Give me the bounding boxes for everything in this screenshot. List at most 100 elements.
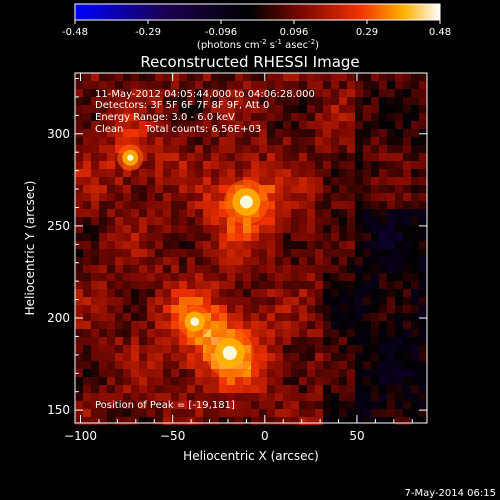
heatmap-cell — [155, 337, 163, 345]
heatmap-cell — [419, 417, 427, 425]
heatmap-cell — [307, 145, 315, 153]
heatmap-cell — [379, 377, 387, 385]
heatmap-cell — [91, 409, 99, 417]
heatmap-cell — [107, 129, 115, 137]
heatmap-cell — [147, 161, 155, 169]
heatmap-cell — [179, 137, 187, 145]
heatmap-cell — [355, 81, 363, 89]
heatmap-cell — [331, 217, 339, 225]
heatmap-cell — [243, 385, 251, 393]
heatmap-cell — [291, 89, 299, 97]
heatmap-cell — [195, 377, 203, 385]
heatmap-cell — [315, 105, 323, 113]
heatmap-cell — [251, 249, 259, 257]
heatmap-cell — [99, 225, 107, 233]
heatmap-cell — [347, 201, 355, 209]
heatmap-cell — [363, 337, 371, 345]
heatmap-cell — [115, 193, 123, 201]
heatmap-cell — [323, 201, 331, 209]
heatmap-cell — [107, 305, 115, 313]
heatmap-cell — [315, 137, 323, 145]
heatmap-cell — [147, 209, 155, 217]
heatmap-cell — [395, 137, 403, 145]
heatmap-cell — [267, 281, 275, 289]
heatmap-cell — [259, 217, 267, 225]
heatmap-cell — [411, 137, 419, 145]
heatmap-cell — [171, 409, 179, 417]
heatmap-cell — [371, 273, 379, 281]
heatmap-cell — [403, 129, 411, 137]
heatmap-cell — [363, 417, 371, 425]
heatmap-cell — [251, 281, 259, 289]
heatmap-cell — [115, 105, 123, 113]
heatmap-cell — [259, 409, 267, 417]
heatmap-cell — [219, 225, 227, 233]
heatmap-cell — [355, 417, 363, 425]
heatmap-cell — [179, 369, 187, 377]
heatmap-cell — [251, 401, 259, 409]
heatmap-cell — [155, 225, 163, 233]
heatmap-cell — [339, 417, 347, 425]
heatmap-cell — [323, 329, 331, 337]
heatmap-cell — [243, 369, 251, 377]
heatmap-cell — [251, 353, 259, 361]
heatmap-cell — [267, 313, 275, 321]
heatmap-cell — [179, 417, 187, 425]
heatmap-cell — [347, 289, 355, 297]
heatmap-cell — [419, 185, 427, 193]
heatmap-cell — [91, 321, 99, 329]
heatmap-cell — [195, 137, 203, 145]
heatmap-cell — [227, 417, 235, 425]
heatmap-cell — [195, 289, 203, 297]
heatmap-cell — [395, 265, 403, 273]
heatmap-cell — [331, 377, 339, 385]
heatmap-cell — [395, 257, 403, 265]
heatmap-cell — [403, 361, 411, 369]
heatmap-cell — [203, 417, 211, 425]
heatmap-cell — [123, 353, 131, 361]
heatmap-cell — [411, 241, 419, 249]
heatmap-cell — [371, 73, 379, 81]
heatmap-cell — [99, 401, 107, 409]
heatmap-cell — [211, 105, 219, 113]
heatmap-cell — [363, 73, 371, 81]
heatmap-cell — [243, 297, 251, 305]
heatmap-cell — [243, 257, 251, 265]
heatmap-cell — [75, 193, 83, 201]
heatmap-cell — [83, 129, 91, 137]
heatmap-cell — [179, 361, 187, 369]
heatmap-cell — [419, 233, 427, 241]
heatmap-cell — [419, 305, 427, 313]
heatmap-cell — [379, 145, 387, 153]
heatmap-cell — [347, 265, 355, 273]
heatmap-cell — [107, 377, 115, 385]
heatmap-cell — [179, 89, 187, 97]
heatmap-cell — [123, 313, 131, 321]
heatmap-cell — [379, 257, 387, 265]
heatmap-cell — [283, 353, 291, 361]
heatmap-cell — [91, 337, 99, 345]
heatmap-cell — [251, 273, 259, 281]
heatmap-cell — [291, 337, 299, 345]
heatmap-cell — [371, 145, 379, 153]
heatmap-cell — [147, 233, 155, 241]
heatmap-cell — [107, 217, 115, 225]
heatmap-cell — [379, 137, 387, 145]
heatmap-cell — [419, 249, 427, 257]
heatmap-cell — [147, 361, 155, 369]
heatmap-cell — [227, 153, 235, 161]
heatmap-cell — [339, 105, 347, 113]
heatmap-cell — [83, 409, 91, 417]
heatmap-cell — [91, 73, 99, 81]
heatmap-cell — [315, 345, 323, 353]
heatmap-cell — [355, 361, 363, 369]
heatmap-cell — [299, 81, 307, 89]
heatmap-cell — [299, 385, 307, 393]
heatmap-cell — [267, 361, 275, 369]
heatmap-cell — [83, 289, 91, 297]
heatmap-cell — [195, 257, 203, 265]
heatmap-cells — [75, 73, 427, 425]
heatmap-cell — [235, 257, 243, 265]
heatmap-cell — [115, 161, 123, 169]
heatmap-cell — [131, 177, 139, 185]
